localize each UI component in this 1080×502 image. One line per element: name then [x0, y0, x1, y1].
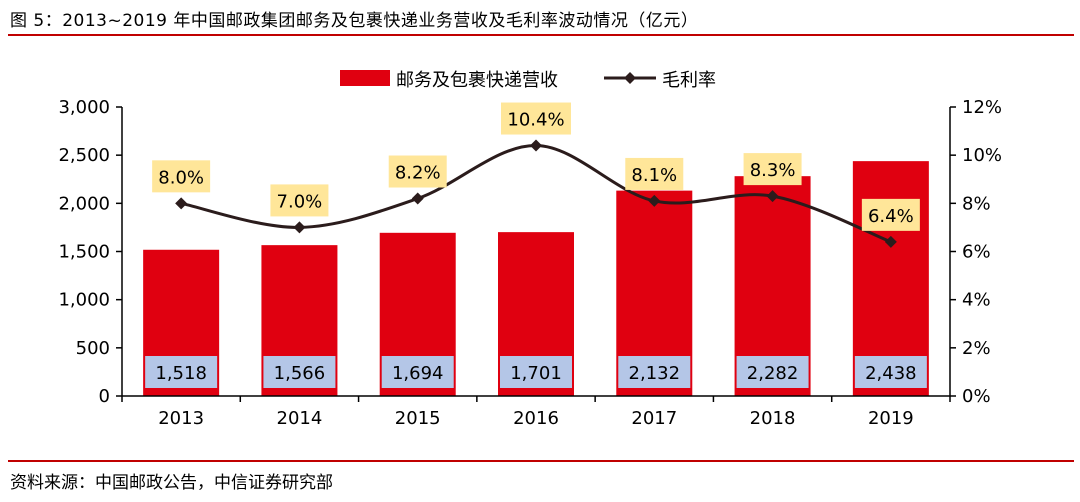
- line-value-label: 10.4%: [507, 110, 564, 131]
- bar-value-label: 1,694: [392, 363, 444, 384]
- bar-value-label: 1,518: [155, 363, 207, 384]
- bar-value-label-box: [736, 356, 809, 388]
- legend-line-marker: [624, 72, 636, 84]
- bar-value-label-box: [618, 356, 691, 388]
- x-tick-label: 2017: [631, 408, 677, 429]
- bar-value-label-box: [854, 356, 927, 388]
- bottom-rule: [8, 460, 1074, 462]
- bar-value-label-box: [500, 356, 572, 388]
- legend-bar-label: 邮务及包裹快递营收: [396, 70, 558, 91]
- line-value-label: 8.0%: [158, 167, 204, 188]
- line-point-2013: [175, 197, 188, 210]
- line-point-2019: [884, 235, 897, 248]
- x-tick-label: 2019: [868, 408, 914, 429]
- source-note: 资料来源：中国邮政公告，中信证券研究部: [10, 473, 333, 493]
- y-right-tick-label: 6%: [962, 242, 991, 263]
- x-tick-label: 2016: [513, 408, 559, 429]
- y-right-tick-label: 10%: [962, 145, 1002, 166]
- x-tick-label: 2013: [158, 408, 204, 429]
- figure-title: 图 5：2013~2019 年中国邮政集团邮务及包裹快递业务营收及毛利率波动情况…: [10, 11, 699, 31]
- line-value-label-box: [625, 157, 684, 190]
- y-left-tick-label: 3,000: [58, 97, 110, 118]
- y-right-tick-label: 2%: [962, 338, 991, 359]
- line-value-label-box: [861, 198, 920, 231]
- line-value-label-box: [388, 155, 447, 188]
- legend-bar-swatch: [340, 70, 390, 86]
- y-left-tick-label: 1,500: [58, 242, 110, 263]
- line-value-label-box: [501, 102, 571, 135]
- title-rule: [8, 34, 1074, 36]
- bar-value-label: 1,701: [510, 363, 562, 384]
- y-right-tick-label: 12%: [962, 97, 1002, 118]
- line-value-label-box: [270, 184, 329, 217]
- y-left-tick-label: 2,000: [58, 193, 110, 214]
- y-right-tick-label: 4%: [962, 290, 991, 311]
- line-point-2014: [293, 221, 306, 234]
- y-left-tick-label: 500: [76, 338, 110, 359]
- y-right-tick-label: 8%: [962, 193, 991, 214]
- x-tick-label: 2014: [277, 408, 323, 429]
- line-point-2015: [411, 192, 424, 205]
- bar-value-label-box: [381, 356, 454, 388]
- bar-value-label: 1,566: [274, 363, 326, 384]
- line-value-label: 7.0%: [277, 191, 323, 212]
- line-value-label: 8.3%: [750, 160, 796, 181]
- line-point-2017: [648, 194, 661, 207]
- x-tick-label: 2015: [395, 408, 441, 429]
- bar-value-label: 2,132: [629, 363, 681, 384]
- line-point-2016: [530, 139, 542, 152]
- line-point-2018: [766, 190, 779, 203]
- y-left-tick-label: 2,500: [58, 145, 110, 166]
- chart: 0 500 1,000 1,500 2,000 2,500 3,000 0% 2% 4% 6% 8% 1…: [58, 70, 1002, 429]
- y-left-tick-label: 1,000: [58, 290, 110, 311]
- line-value-label-box: [152, 160, 211, 193]
- y-right-tick-label: 0%: [962, 386, 991, 407]
- line-value-label: 8.1%: [631, 165, 677, 186]
- x-tick-label: 2018: [750, 408, 796, 429]
- bar-value-label-box: [145, 356, 218, 388]
- y-left-tick-label: 0: [99, 386, 110, 407]
- line-value-label-box: [743, 153, 802, 186]
- line-value-label: 8.2%: [395, 163, 441, 184]
- bar-value-label-box: [263, 356, 336, 388]
- legend-line-label: 毛利率: [662, 70, 716, 91]
- bar-value-label: 2,282: [747, 363, 799, 384]
- bar-value-label: 2,438: [865, 363, 917, 384]
- line-value-label: 6.4%: [868, 206, 914, 227]
